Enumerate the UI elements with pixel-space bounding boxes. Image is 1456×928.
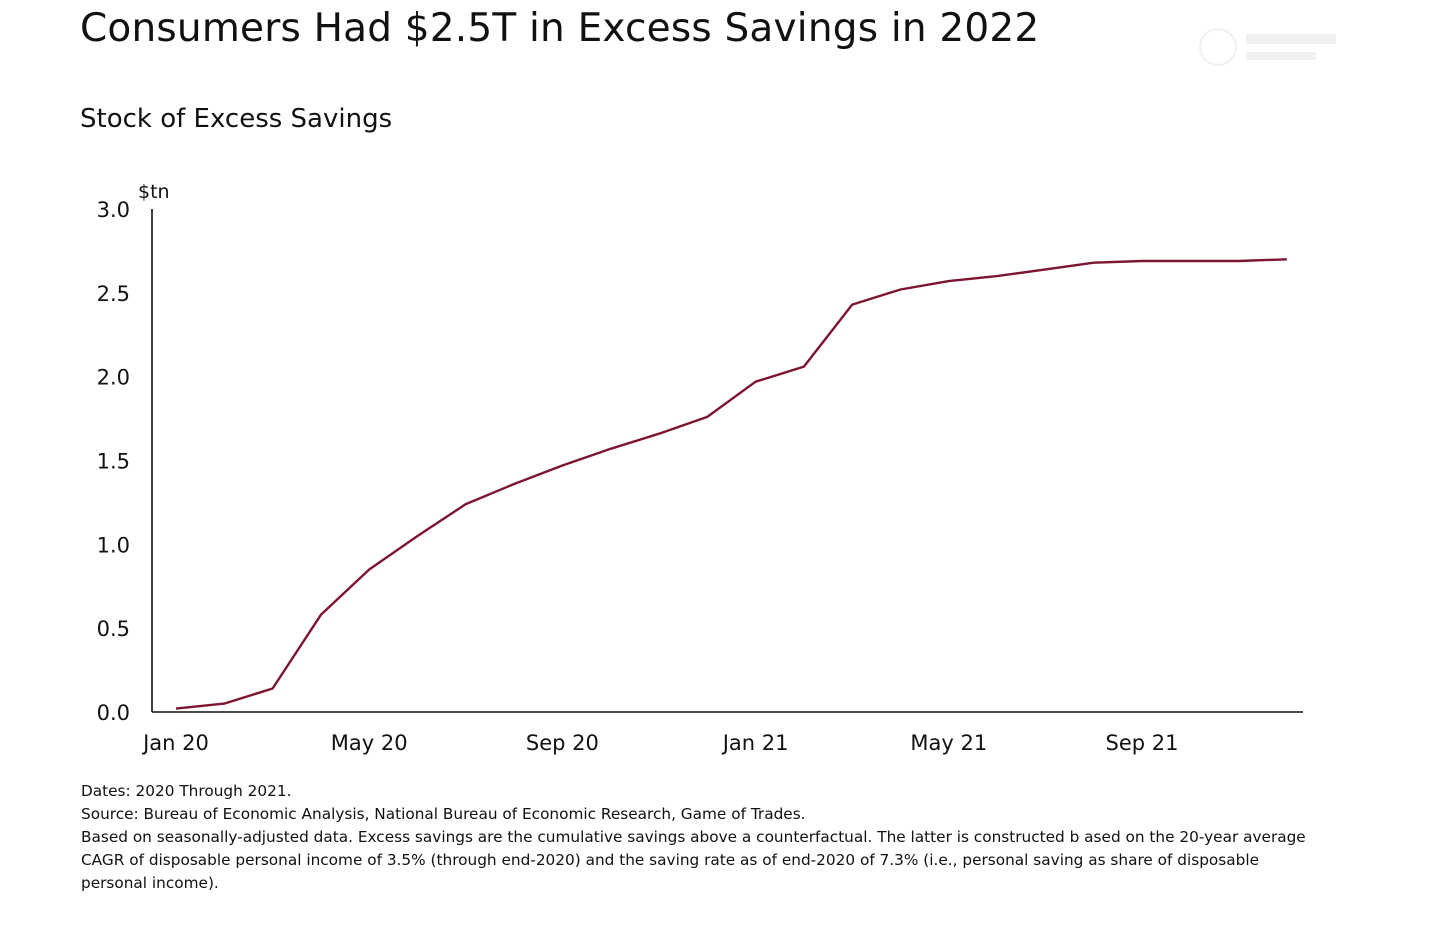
watermark-logo-icon xyxy=(1199,28,1336,66)
footnotes: Dates: 2020 Through 2021. Source: Bureau… xyxy=(81,780,1311,895)
chart-subtitle: Stock of Excess Savings xyxy=(80,104,393,134)
y-axis-ticks: 0.0 0.5 1.0 1.5 2.0 2.5 3.0 xyxy=(97,198,130,725)
footnote-dates: Dates: 2020 Through 2021. xyxy=(81,782,292,800)
y-tick-label: 0.5 xyxy=(97,617,130,641)
y-axis-unit-label: $tn xyxy=(138,181,170,203)
y-tick-label: 2.5 xyxy=(97,282,130,306)
footnote-note: Based on seasonally-adjusted data. Exces… xyxy=(81,828,1306,892)
x-tick-label: May 21 xyxy=(910,731,987,755)
x-axis-ticks: Jan 20 May 20 Sep 20 Jan 21 May 21 Sep 21 xyxy=(141,731,1178,755)
y-tick-label: 1.5 xyxy=(97,450,130,474)
x-tick-label: Jan 20 xyxy=(141,731,209,755)
x-tick-label: Sep 21 xyxy=(1106,731,1179,755)
y-tick-label: 2.0 xyxy=(97,366,130,390)
series-points xyxy=(175,259,1287,709)
footnote-source: Source: Bureau of Economic Analysis, Nat… xyxy=(81,805,806,823)
x-tick-label: Jan 21 xyxy=(721,731,789,755)
x-tick-label: Sep 20 xyxy=(526,731,599,755)
series-line-excess-savings xyxy=(175,258,1287,710)
page-title: Consumers Had $2.5T in Excess Savings in… xyxy=(80,6,1040,51)
y-tick-label: 1.0 xyxy=(97,533,130,557)
y-tick-label: 3.0 xyxy=(97,198,130,222)
y-tick-label: 0.0 xyxy=(97,701,130,725)
x-tick-label: May 20 xyxy=(331,731,408,755)
excess-savings-chart: 0.0 0.5 1.0 1.5 2.0 2.5 3.0 $tn Jan 20 May 20 Se… xyxy=(97,181,1303,755)
